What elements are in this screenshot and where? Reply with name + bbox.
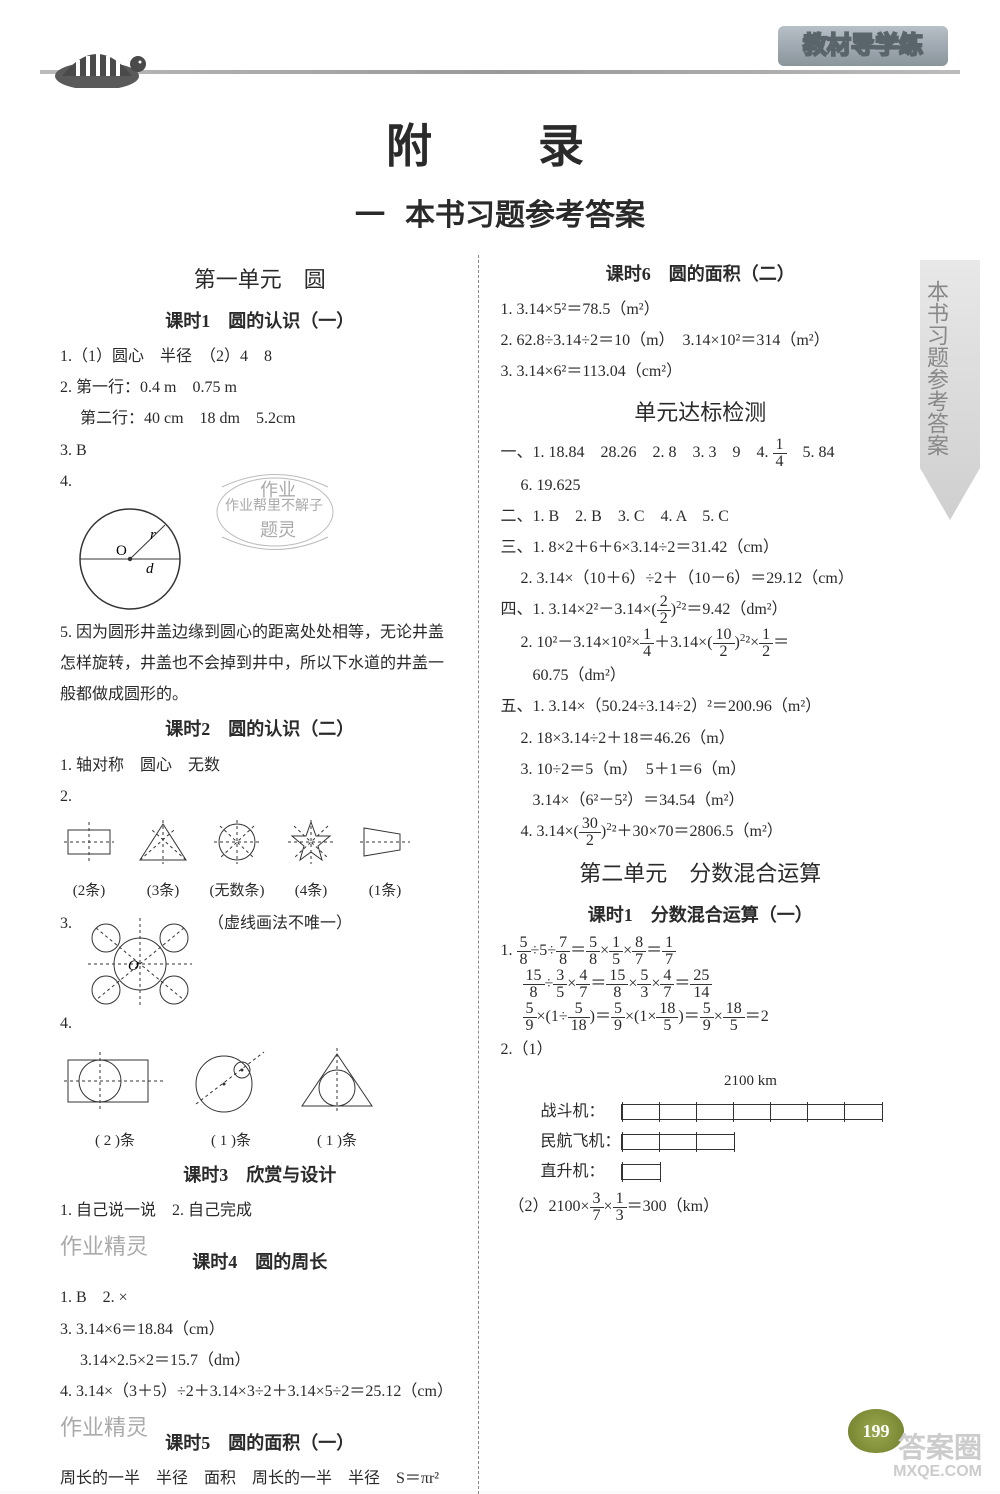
answer-line: 3. 3.14×6²＝113.04（cm²） — [501, 356, 901, 387]
unit-1-title: 第一单元 圆 — [60, 259, 460, 302]
answer-line: 3.14×2.5×2＝15.7（dm） — [60, 1345, 460, 1376]
side-tab: 本书习题参考答案 — [920, 260, 980, 520]
triangle-shape-icon — [134, 818, 192, 866]
unit2-lesson1-title: 课时1 分数混合运算（一） — [501, 898, 901, 933]
answer-line: 3. O （虚线画法不唯一） — [60, 908, 460, 1008]
subtitle: 一本书习题参考答案 — [0, 190, 1000, 234]
svg-text:O: O — [128, 958, 139, 974]
answer-line: 2. 第一行：0.4 m 0.75 m — [60, 372, 460, 403]
rect-shape-icon — [60, 818, 118, 866]
answer-line: 周长的一半 半径 面积 周长的一半 半径 S＝πr² — [60, 1463, 460, 1494]
answer-line: 4. — [60, 1008, 460, 1039]
answer-line: 2. 3.14×（10＋6）÷2＋（10－6）＝29.12（cm） — [501, 563, 901, 594]
unit-2-title: 第二单元 分数混合运算 — [501, 853, 901, 896]
svg-text:r: r — [150, 527, 156, 543]
answer-line: 2.（1） — [501, 1034, 901, 1065]
equation-line: 158÷35×47＝158×53×47＝2514 — [501, 968, 901, 1001]
answer-line: 2. 18×3.14÷2＋18＝46.26（m） — [501, 723, 901, 754]
svg-text:O: O — [116, 543, 127, 559]
book-series-tab: 教材导学练 — [778, 26, 948, 66]
answer-line: 3.14×（6²－5²）＝34.54（m²） — [501, 785, 901, 816]
answer-line: 1. B 2. × — [60, 1282, 460, 1313]
circle-diagram: O r d — [60, 497, 210, 617]
ghost-text: 作业精灵 — [60, 1234, 148, 1259]
five-circle-icon: O — [80, 908, 200, 1008]
answer-line: 五、1. 3.14×（50.24÷3.14÷2）²＝200.96（m²） — [501, 691, 901, 722]
answer-line: 4. 3.14×（3＋5）÷2＋3.14×3÷2＋3.14×5÷2＝25.12（… — [60, 1376, 460, 1407]
svg-text:d: d — [146, 561, 154, 577]
lesson-2-title: 课时2 圆的认识（二） — [60, 712, 460, 747]
bar-diagram: 2100 km 战斗机：民航飞机：直升机： — [541, 1067, 901, 1186]
answer-line: 四、1. 3.14×2²－3.14×(22)2²＝9.42（dm²） — [501, 594, 901, 627]
answer-line: 三、1. 8×2＋6＋6×3.14÷2＝31.42（cm） — [501, 532, 901, 563]
answer-line: 二、1. B 2. B 3. C 4. A 5. C — [501, 501, 901, 532]
answer-line: 第二行：40 cm 18 dm 5.2cm — [60, 403, 460, 434]
watermark: 答案圈 MXQE.COM — [893, 1433, 982, 1481]
right-column: 课时6 圆的面积（二） 1. 3.14×5²＝78.5（m²） 2. 62.8÷… — [479, 255, 901, 1494]
equation-line: 59×(1÷518)＝59×(1×185)＝59×185＝2 — [501, 1001, 901, 1034]
answer-line: 3. B — [60, 435, 460, 466]
left-column: 第一单元 圆 课时1 圆的认识（一） 1.（1）圆心 半径 （2）4 8 2. … — [60, 255, 479, 1494]
answer-line: 2. 62.8÷3.14÷2＝10（m） 3.14×10²＝314（m²） — [501, 325, 901, 356]
lesson-3-title: 课时3 欣赏与设计 — [60, 1158, 460, 1193]
answer-line: 3. 10÷2＝5（m） 5＋1＝6（m） — [501, 754, 901, 785]
answer-line: （2）2100×37×13＝300（km） — [501, 1191, 901, 1224]
bar-top-label: 2100 km — [621, 1067, 881, 1096]
answer-line: 1. 自己说一说 2. 自己完成 — [60, 1195, 460, 1226]
triangle-circle-icon — [292, 1046, 382, 1116]
appendix-title: 附 录 — [0, 110, 1000, 176]
answer-line: 2. — [60, 781, 460, 812]
equation-line: 1. 58÷5÷78＝58×15×87＝17 — [501, 935, 901, 968]
header-divider — [40, 70, 960, 74]
answer-line: 60.75（dm²） — [501, 660, 901, 691]
stamp-text: 题灵 — [260, 513, 296, 548]
side-tab-label: 本书习题参考答案 — [920, 260, 970, 456]
answer-line: 6. 19.625 — [501, 470, 901, 501]
answer-line: 1. 轴对称 圆心 无数 — [60, 750, 460, 781]
circle-shape-icon — [208, 818, 266, 866]
answer-line: 3. 3.14×6＝18.84（cm） — [60, 1314, 460, 1345]
answer-line: 4. 3.14×(302)2²＋30×70＝2806.5（m²） — [501, 816, 901, 849]
answer-line: 一、1. 18.84 28.26 2. 8 3. 3 9 4. 14 5. 84 — [501, 437, 901, 470]
answer-line: 5. 因为圆形井盖边缘到圆心的距离处处相等，无论井盖怎样旋转，井盖也不会掉到井中… — [60, 617, 460, 711]
two-circle-icon — [186, 1046, 276, 1116]
rect-circle-icon — [60, 1046, 170, 1116]
turtle-icon — [42, 38, 152, 88]
lesson-1-title: 课时1 圆的认识（一） — [60, 304, 460, 339]
lesson-6-title: 课时6 圆的面积（二） — [501, 257, 901, 292]
ghost-text: 作业精灵 — [60, 1415, 148, 1440]
answer-line: 1.（1）圆心 半径 （2）4 8 — [60, 341, 460, 372]
answer-line: 2. 10²－3.14×10²×14＋3.14×(102)2²×12＝ — [501, 627, 901, 660]
trapezoid-shape-icon — [356, 818, 414, 866]
star-shape-icon — [282, 818, 340, 866]
answer-line: 1. 3.14×5²＝78.5（m²） — [501, 294, 901, 325]
symmetry-shapes-row-2: ( 2 )条 ( 1 )条 ( 1 )条 — [60, 1046, 460, 1157]
symmetry-shapes-row: (2条) (3条) (无数条) (4条) (1条) — [60, 818, 460, 907]
unit-test-title: 单元达标检测 — [501, 392, 901, 435]
